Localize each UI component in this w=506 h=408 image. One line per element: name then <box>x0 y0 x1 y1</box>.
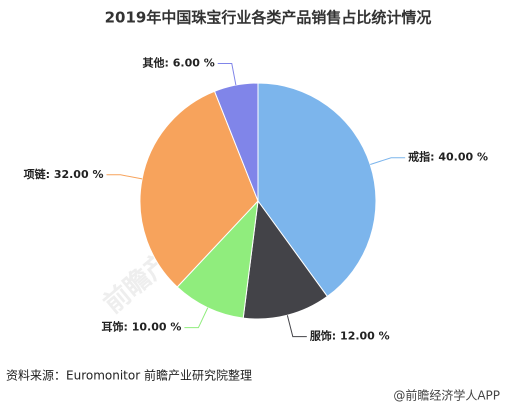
chart-title: 2019年中国珠宝行业各类产品销售占比统计情况 <box>105 9 432 27</box>
leader-line <box>286 315 307 338</box>
leader-line <box>106 174 143 180</box>
leader-line <box>370 157 406 166</box>
data-label: 戒指: 40.00 % <box>408 150 488 164</box>
data-label: 项链: 32.00 % <box>24 167 104 181</box>
leader-line <box>184 307 209 329</box>
pie-slice <box>213 82 259 202</box>
pie-slice <box>139 90 259 288</box>
data-label: 耳饰: 10.00 % <box>102 320 182 334</box>
credit: @前瞻经济学人APP <box>393 388 500 403</box>
pie-slice <box>176 199 259 319</box>
source: 资料来源：Euromonitor 前瞻产业研究院整理 <box>6 368 252 383</box>
data-label: 其他: 6.00 % <box>143 55 215 69</box>
leader-line <box>217 62 237 86</box>
data-label: 服饰: 12.00 % <box>310 329 390 343</box>
pie-slice <box>257 82 377 298</box>
